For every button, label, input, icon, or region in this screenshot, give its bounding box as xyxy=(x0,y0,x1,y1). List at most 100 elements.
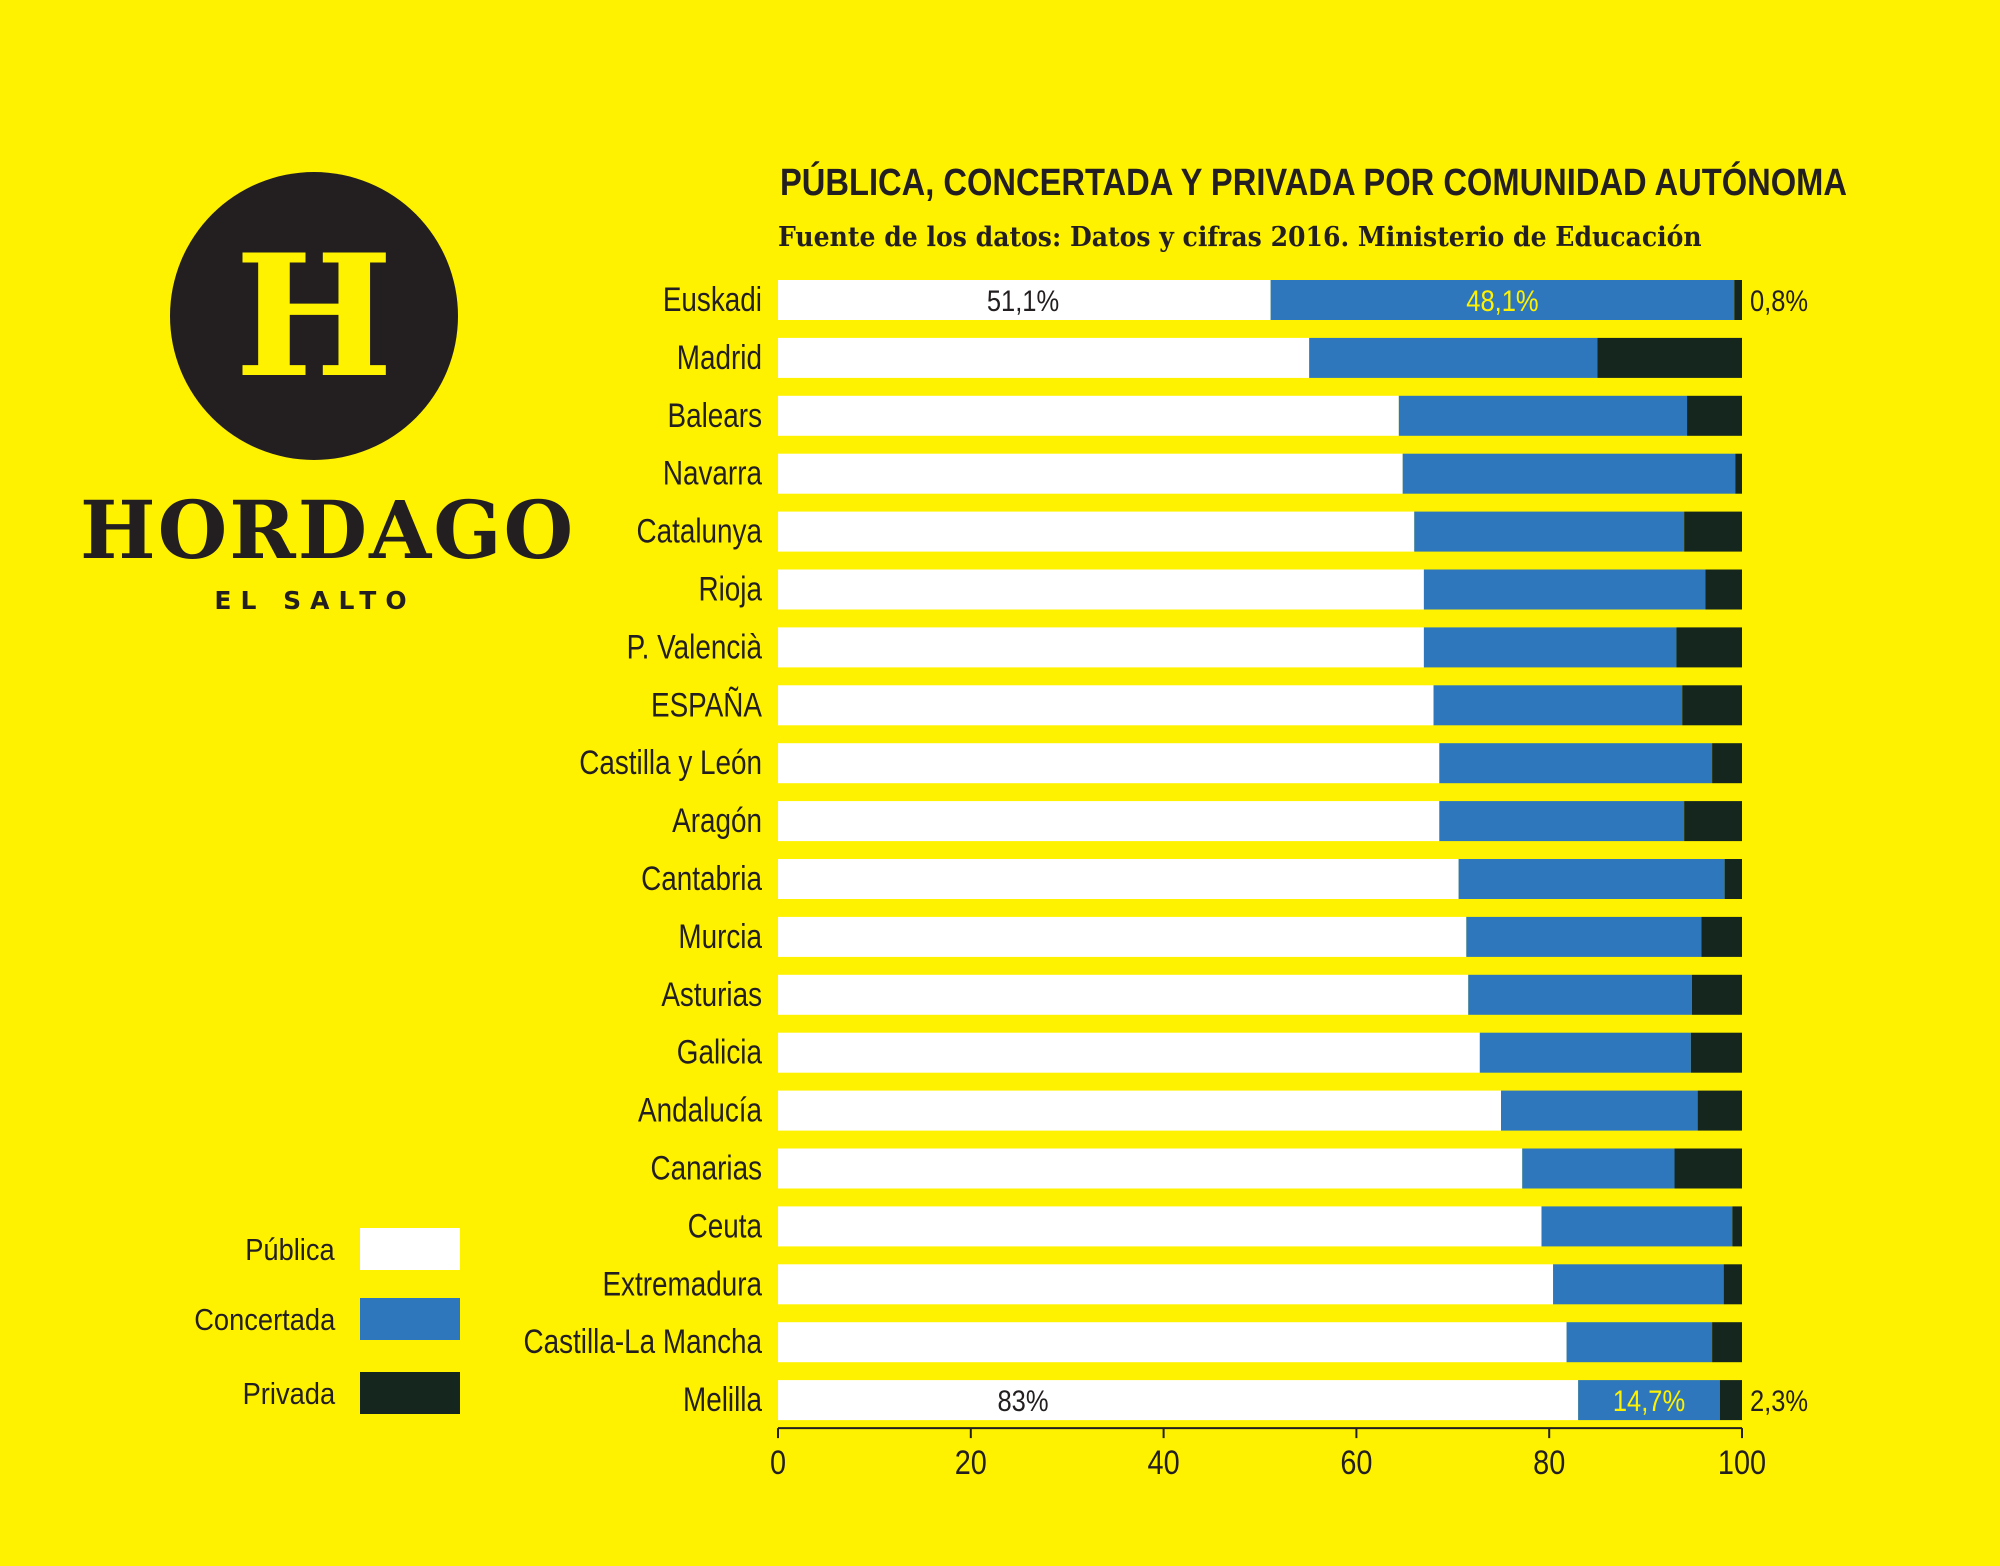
bar-privada-castilla-y-leon xyxy=(1712,743,1742,784)
category-label-aragon: Aragón xyxy=(672,801,762,839)
bar-concertada-murcia xyxy=(1466,916,1702,957)
category-label-espana: ESPAÑA xyxy=(651,686,762,724)
category-label-canarias: Canarias xyxy=(650,1149,762,1187)
x-tick-label-60: 60 xyxy=(1340,1443,1372,1482)
category-label-p-valencia: P. Valencià xyxy=(627,628,763,666)
logo-circle: H xyxy=(170,172,458,460)
category-label-rioja: Rioja xyxy=(698,570,762,608)
data-label-publica-melilla: 83% xyxy=(997,1384,1048,1417)
category-label-castilla-la-mancha: Castilla-La Mancha xyxy=(523,1323,762,1361)
bar-concertada-balears xyxy=(1398,395,1688,436)
category-label-castilla-y-leon: Castilla y León xyxy=(579,744,762,782)
bar-publica-andalucia xyxy=(778,1090,1501,1131)
bar-publica-euskadi xyxy=(778,280,1271,320)
category-label-murcia: Murcia xyxy=(678,917,762,955)
bar-privada-andalucia xyxy=(1697,1090,1742,1131)
legend-label-privada: Privada xyxy=(242,1376,335,1411)
bar-privada-navarra xyxy=(1735,453,1742,494)
bar-concertada-aragon xyxy=(1439,801,1685,842)
bar-publica-p-valencia xyxy=(778,627,1424,668)
bar-publica-melilla xyxy=(778,1380,1579,1421)
bar-publica-navarra xyxy=(778,453,1403,494)
legend-label-publica: Pública xyxy=(245,1232,335,1267)
bar-privada-asturias xyxy=(1691,974,1742,1015)
bar-publica-rioja xyxy=(778,569,1424,610)
logo-name: HORDAGO xyxy=(80,483,576,577)
category-label-extremadura: Extremadura xyxy=(602,1265,762,1303)
x-tick-label-40: 40 xyxy=(1148,1443,1180,1482)
bar-concertada-ceuta xyxy=(1541,1206,1733,1247)
bar-publica-murcia xyxy=(778,916,1467,957)
x-tick-label-20: 20 xyxy=(955,1443,987,1482)
bar-publica-espana xyxy=(778,685,1434,726)
bar-concertada-cantabria xyxy=(1458,859,1725,899)
category-label-madrid: Madrid xyxy=(677,338,762,376)
bar-publica-castilla-y-leon xyxy=(778,743,1440,784)
category-label-andalucia: Andalucía xyxy=(638,1091,763,1129)
bar-concertada-catalunya xyxy=(1414,511,1685,552)
bar-privada-castilla-la-mancha xyxy=(1712,1322,1742,1363)
x-tick-label-80: 80 xyxy=(1533,1443,1565,1482)
bar-concertada-espana xyxy=(1433,685,1683,726)
chart-subtitle: Fuente de los datos: Datos y cifras 2016… xyxy=(778,222,1702,253)
bar-privada-ceuta xyxy=(1732,1206,1742,1247)
bar-publica-madrid xyxy=(778,337,1310,378)
bar-concertada-navarra xyxy=(1402,453,1736,494)
x-tick-label-0: 0 xyxy=(770,1443,786,1482)
bar-privada-cantabria xyxy=(1724,859,1742,899)
category-label-euskadi: Euskadi xyxy=(663,280,762,318)
bar-privada-p-valencia xyxy=(1676,627,1742,668)
legend-item-privada: Privada xyxy=(150,1372,460,1414)
bar-concertada-galicia xyxy=(1479,1032,1691,1073)
bar-concertada-castilla-y-leon xyxy=(1439,743,1713,784)
bar-concertada-canarias xyxy=(1522,1148,1675,1189)
bar-privada-extremadura xyxy=(1723,1264,1742,1305)
bar-concertada-castilla-la-mancha xyxy=(1566,1322,1713,1363)
category-label-asturias: Asturias xyxy=(661,975,762,1013)
legend-item-concertada: Concertada xyxy=(150,1298,460,1340)
bar-privada-galicia xyxy=(1690,1032,1742,1073)
bar-concertada-rioja xyxy=(1423,569,1706,610)
bar-privada-rioja xyxy=(1705,569,1742,610)
bar-concertada-euskadi xyxy=(1270,280,1735,320)
logo-letter: H xyxy=(234,217,394,415)
legend-label-concertada: Concertada xyxy=(193,1302,335,1337)
bar-concertada-andalucia xyxy=(1501,1090,1698,1131)
bar-privada-murcia xyxy=(1701,916,1742,957)
category-label-melilla: Melilla xyxy=(683,1380,763,1418)
data-label-concertada-melilla: 14,7% xyxy=(1613,1384,1685,1417)
bar-concertada-melilla xyxy=(1578,1380,1720,1421)
bar-privada-madrid xyxy=(1597,337,1742,378)
category-label-ceuta: Ceuta xyxy=(688,1207,763,1245)
bar-privada-catalunya xyxy=(1684,511,1742,552)
bar-publica-catalunya xyxy=(778,511,1415,552)
chart-title: PÚBLICA, CONCERTADA Y PRIVADA POR COMUNI… xyxy=(780,162,1847,204)
data-label-publica-euskadi: 51,1% xyxy=(987,284,1059,317)
data-label-concertada-euskadi: 48,1% xyxy=(1466,284,1538,317)
data-label-privada-melilla: 2,3% xyxy=(1750,1384,1808,1417)
bar-concertada-extremadura xyxy=(1553,1264,1724,1305)
bar-concertada-asturias xyxy=(1468,974,1692,1015)
legend-swatch-privada xyxy=(360,1372,460,1414)
bar-publica-galicia xyxy=(778,1032,1480,1073)
bar-publica-extremadura xyxy=(778,1264,1554,1305)
category-label-cantabria: Cantabria xyxy=(641,859,762,897)
category-label-balears: Balears xyxy=(668,396,762,434)
bar-privada-aragon xyxy=(1684,801,1742,842)
bar-privada-espana xyxy=(1682,685,1742,726)
bar-publica-asturias xyxy=(778,974,1469,1015)
legend-item-publica: Pública xyxy=(150,1228,460,1270)
bar-privada-melilla xyxy=(1719,1380,1742,1421)
bar-concertada-p-valencia xyxy=(1423,627,1677,668)
category-label-navarra: Navarra xyxy=(663,454,763,492)
bar-publica-aragon xyxy=(778,801,1440,842)
bar-publica-balears xyxy=(778,395,1399,436)
data-label-privada-euskadi: 0,8% xyxy=(1750,284,1808,317)
category-label-catalunya: Catalunya xyxy=(637,512,763,550)
legend-swatch-publica xyxy=(360,1228,460,1270)
category-label-galicia: Galicia xyxy=(677,1033,763,1071)
x-tick-label-100: 100 xyxy=(1718,1443,1766,1482)
legend-swatch-concertada xyxy=(360,1298,460,1340)
